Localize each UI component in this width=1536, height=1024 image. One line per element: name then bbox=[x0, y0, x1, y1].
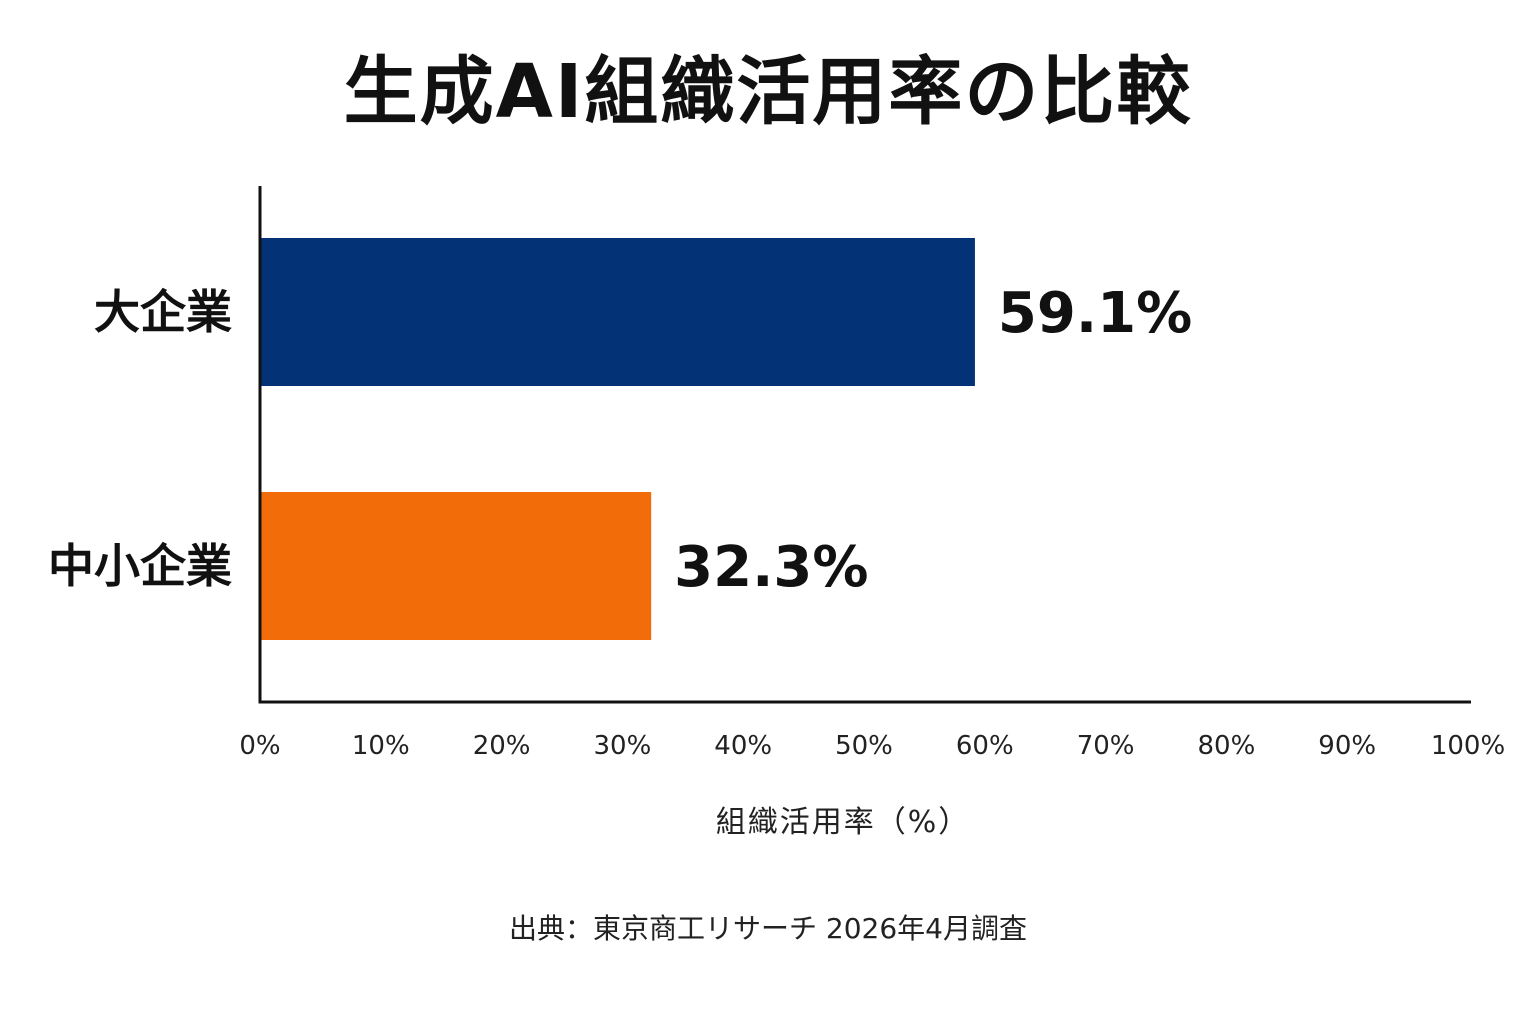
x-tick-label: 100% bbox=[1431, 731, 1505, 761]
bar-chart: 大企業 59.1% 中小企業 32.3% 0% 10% 20% 30% 40% 50% 60% 70… bbox=[48, 186, 1505, 840]
bar-1 bbox=[261, 238, 975, 386]
value-label: 59.1% bbox=[998, 281, 1192, 346]
source-note: 出典：東京商工リサーチ 2026年4月調査 bbox=[509, 912, 1027, 945]
x-tick-label: 90% bbox=[1318, 731, 1376, 761]
x-axis-title: 組織活用率（%） bbox=[716, 805, 971, 840]
category-label: 大企業 bbox=[94, 285, 232, 339]
bar-2 bbox=[261, 492, 652, 640]
chart-title: 生成AI組織活用率の比較 bbox=[343, 49, 1193, 135]
ticks-layer: 0% 10% 20% 30% 40% 50% 60% 70% 80% 90% 100% bbox=[239, 731, 1505, 761]
x-tick-label: 20% bbox=[473, 731, 531, 761]
labels-layer: 大企業 59.1% 中小企業 32.3% bbox=[48, 281, 1192, 600]
x-tick-label: 10% bbox=[352, 731, 410, 761]
x-tick-label: 80% bbox=[1198, 731, 1256, 761]
x-tick-label: 70% bbox=[1077, 731, 1135, 761]
category-label: 中小企業 bbox=[48, 539, 232, 593]
x-tick-label: 60% bbox=[956, 731, 1014, 761]
x-tick-label: 40% bbox=[714, 731, 772, 761]
x-tick-label: 30% bbox=[594, 731, 652, 761]
bars-layer bbox=[261, 238, 975, 640]
x-tick-label: 50% bbox=[835, 731, 893, 761]
value-label: 32.3% bbox=[674, 535, 868, 600]
x-tick-label: 0% bbox=[239, 731, 280, 761]
